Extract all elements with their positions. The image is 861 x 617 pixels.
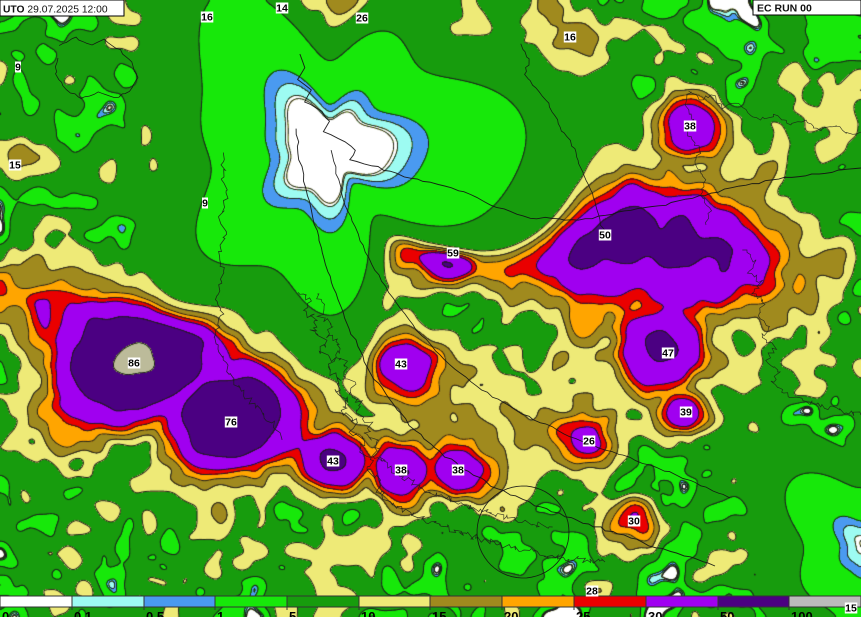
- svg-text:15: 15: [9, 160, 21, 172]
- svg-text:30: 30: [628, 516, 640, 528]
- svg-text:38: 38: [684, 121, 696, 133]
- svg-text:28: 28: [586, 586, 598, 598]
- svg-text:EC RUN 00: EC RUN 00: [757, 3, 812, 15]
- svg-text:UTO 29.07.2025 12:00: UTO 29.07.2025 12:00: [3, 4, 108, 15]
- svg-text:9: 9: [202, 198, 208, 210]
- svg-text:30: 30: [648, 609, 662, 617]
- svg-text:59: 59: [447, 248, 459, 260]
- svg-text:43: 43: [395, 359, 407, 371]
- svg-text:26: 26: [356, 13, 368, 25]
- svg-text:10: 10: [361, 609, 375, 617]
- svg-text:15: 15: [845, 603, 857, 615]
- svg-text:20: 20: [504, 609, 518, 617]
- svg-text:50: 50: [599, 230, 611, 242]
- svg-text:26: 26: [583, 436, 595, 448]
- svg-text:14: 14: [276, 3, 288, 15]
- svg-text:16: 16: [564, 32, 576, 44]
- svg-text:25: 25: [576, 609, 590, 617]
- svg-text:50: 50: [720, 609, 734, 617]
- svg-text:39: 39: [680, 407, 692, 419]
- svg-text:15: 15: [432, 609, 446, 617]
- svg-text:9: 9: [15, 62, 21, 74]
- svg-text:0: 0: [2, 609, 9, 617]
- svg-text:86: 86: [128, 358, 140, 370]
- svg-text:0.1: 0.1: [74, 609, 92, 617]
- svg-text:38: 38: [452, 465, 464, 477]
- svg-text:100: 100: [791, 609, 813, 617]
- svg-text:38: 38: [395, 465, 407, 477]
- svg-text:76: 76: [225, 417, 237, 429]
- svg-text:16: 16: [201, 12, 213, 24]
- svg-text:1: 1: [217, 609, 224, 617]
- svg-text:5: 5: [289, 609, 296, 617]
- svg-text:43: 43: [327, 456, 339, 468]
- svg-text:0.5: 0.5: [146, 609, 164, 617]
- svg-text:47: 47: [662, 348, 674, 360]
